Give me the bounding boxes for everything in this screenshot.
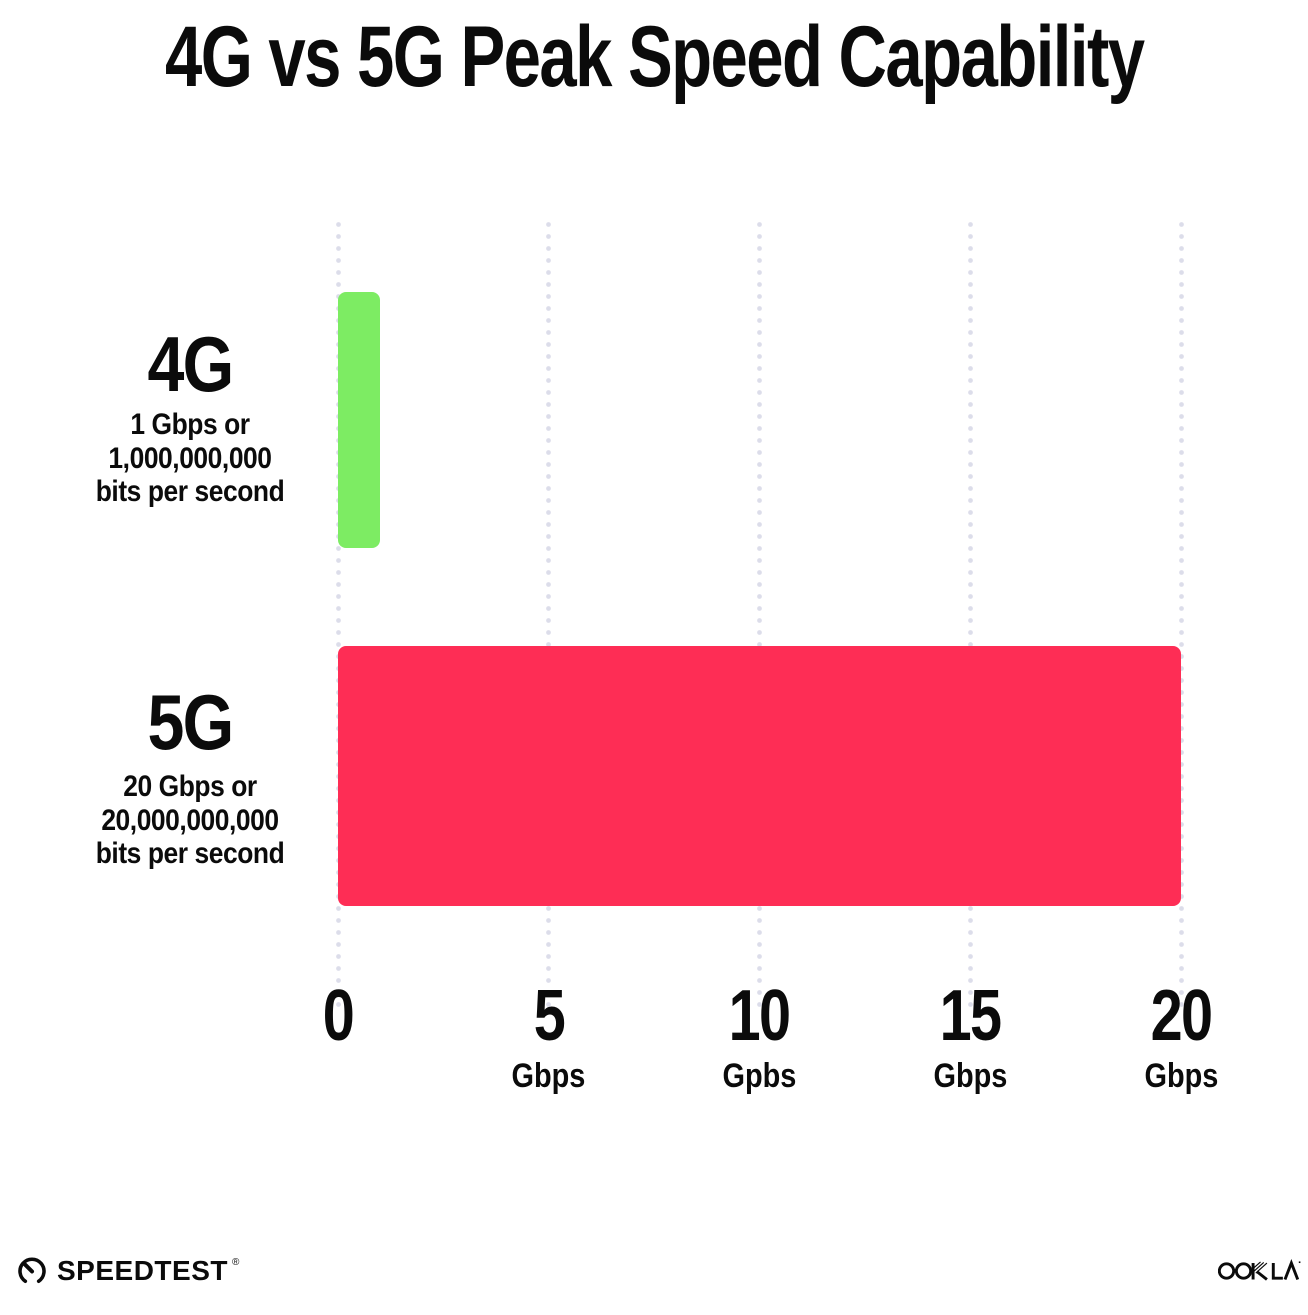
x-tick-5-unit: Gbps	[511, 1057, 586, 1095]
desc-4g-line-3: bits per second	[95, 475, 285, 508]
x-tick-20-unit: Gbps	[1144, 1057, 1218, 1095]
chart-title: 4G vs 5G Peak Speed Capability	[0, 12, 1308, 102]
category-label-5g-text: 5G	[147, 678, 234, 766]
x-tick-0: 0	[238, 980, 438, 1093]
x-tick-20: 20 Gbps	[1081, 980, 1281, 1093]
x-tick-5-number: 5	[533, 976, 566, 1056]
x-tick-0-unit	[238, 1059, 438, 1093]
category-label-4g-text: 4G	[147, 320, 234, 408]
speedtest-gauge-icon	[18, 1257, 46, 1283]
speedtest-trademark-mark: ®	[231, 1257, 240, 1268]
bar-5g	[338, 646, 1181, 906]
bar-4g	[338, 292, 381, 548]
gridline-15	[967, 222, 973, 1008]
category-desc-5g: 20 Gbps or 20,000,000,000 bits per secon…	[58, 770, 322, 871]
desc-5g-line-1: 20 Gbps or	[123, 770, 257, 803]
x-tick-15-unit: Gbps	[933, 1057, 1008, 1095]
desc-5g-line-2: 20,000,000,000	[101, 803, 279, 837]
chart-title-text: 4G vs 5G Peak Speed Capability	[164, 9, 1145, 105]
speedtest-logo: SPEEDTEST ®	[16, 1254, 239, 1288]
x-tick-20-number: 20	[1150, 976, 1213, 1056]
gridline-0	[335, 222, 341, 1008]
x-tick-5: 5 Gbps	[449, 980, 649, 1093]
desc-4g-line-1: 1 Gbps or	[130, 408, 250, 441]
gridline-5	[546, 222, 552, 1008]
category-label-5g: 5G	[40, 683, 340, 761]
x-tick-0-number: 0	[322, 976, 355, 1056]
x-tick-10: 10 Gpbs	[660, 980, 860, 1093]
x-tick-15-number: 15	[939, 976, 1002, 1056]
speedtest-wordmark: SPEEDTEST	[57, 1255, 228, 1286]
x-tick-15: 15 Gbps	[870, 980, 1070, 1093]
category-desc-4g: 1 Gbps or 1,000,000,000 bits per second	[58, 408, 322, 509]
desc-4g-line-2: 1,000,000,000	[108, 441, 272, 475]
category-label-4g: 4G	[40, 325, 340, 403]
gridline-10	[757, 222, 762, 1008]
ookla-wordmark-icon	[1218, 1258, 1301, 1281]
ookla-logo	[1218, 1258, 1302, 1284]
gridline-20	[1178, 222, 1184, 1008]
desc-5g-line-3: bits per second	[95, 837, 285, 870]
x-tick-10-number: 10	[729, 976, 791, 1056]
x-tick-10-unit: Gpbs	[722, 1057, 797, 1095]
